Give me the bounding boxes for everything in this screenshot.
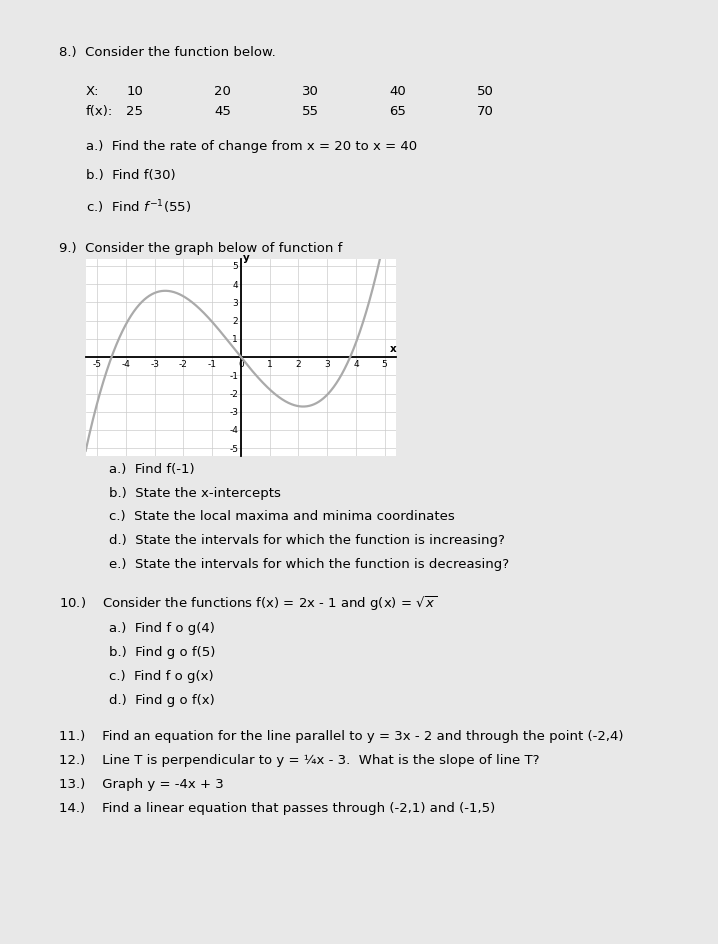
Text: a.)  Find f o g(4): a.) Find f o g(4) [109, 622, 215, 635]
Text: b.)  Find f(30): b.) Find f(30) [85, 169, 175, 182]
Text: 10.)    Consider the functions f(x) = 2x - 1 and g(x) = $\sqrt{x}$: 10.) Consider the functions f(x) = 2x - … [59, 595, 437, 614]
Text: 10: 10 [126, 85, 143, 97]
Text: 40: 40 [389, 85, 406, 97]
Text: 65: 65 [389, 105, 406, 118]
Text: c.)  Find $f^{-1}$(55): c.) Find $f^{-1}$(55) [85, 198, 191, 216]
Text: a.)  Find the rate of change from x = 20 to x = 40: a.) Find the rate of change from x = 20 … [85, 140, 416, 153]
Text: 13.)    Graph y = -4x + 3: 13.) Graph y = -4x + 3 [59, 778, 223, 791]
Text: 30: 30 [302, 85, 319, 97]
Text: 70: 70 [477, 105, 494, 118]
Text: y: y [243, 253, 250, 263]
Text: f(x):: f(x): [85, 105, 113, 118]
Text: 12.)    Line T is perpendicular to y = ¼x - 3.  What is the slope of line T?: 12.) Line T is perpendicular to y = ¼x -… [59, 754, 539, 767]
Text: c.)  Find f o g(x): c.) Find f o g(x) [109, 670, 214, 683]
Text: 45: 45 [214, 105, 230, 118]
Text: 20: 20 [214, 85, 230, 97]
Text: 25: 25 [126, 105, 143, 118]
Text: d.)  Find g o f(x): d.) Find g o f(x) [109, 694, 215, 707]
Text: 11.)    Find an equation for the line parallel to y = 3x - 2 and through the poi: 11.) Find an equation for the line paral… [59, 731, 623, 743]
Text: 50: 50 [477, 85, 494, 97]
Text: 9.)  Consider the graph below of function f: 9.) Consider the graph below of function… [59, 243, 342, 255]
Text: 55: 55 [302, 105, 319, 118]
Text: a.)  Find f(-1): a.) Find f(-1) [109, 463, 195, 476]
Text: c.)  State the local maxima and minima coordinates: c.) State the local maxima and minima co… [109, 511, 455, 524]
Text: 8.)  Consider the function below.: 8.) Consider the function below. [59, 46, 276, 59]
Text: x: x [390, 344, 396, 354]
Text: d.)  State the intervals for which the function is increasing?: d.) State the intervals for which the fu… [109, 534, 505, 548]
Text: 14.)    Find a linear equation that passes through (-2,1) and (-1,5): 14.) Find a linear equation that passes … [59, 801, 495, 815]
Text: X:: X: [85, 85, 99, 97]
Text: b.)  State the x-intercepts: b.) State the x-intercepts [109, 487, 281, 499]
Text: b.)  Find g o f(5): b.) Find g o f(5) [109, 646, 215, 659]
Text: e.)  State the intervals for which the function is decreasing?: e.) State the intervals for which the fu… [109, 558, 509, 571]
